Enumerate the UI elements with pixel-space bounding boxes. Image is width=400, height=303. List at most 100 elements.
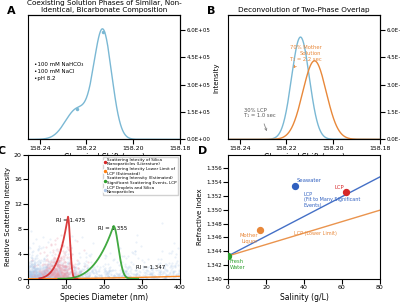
Point bbox=[160, 271, 166, 275]
Point bbox=[155, 275, 161, 279]
Point bbox=[45, 269, 51, 274]
Point bbox=[42, 275, 49, 280]
Point bbox=[32, 257, 38, 261]
Point bbox=[25, 270, 31, 275]
Point bbox=[29, 258, 35, 263]
Point bbox=[50, 270, 56, 275]
Point bbox=[75, 258, 81, 263]
Point bbox=[36, 272, 42, 277]
Point bbox=[33, 273, 39, 278]
Point bbox=[103, 268, 109, 273]
Point bbox=[104, 273, 111, 278]
Point bbox=[124, 275, 130, 280]
Point bbox=[45, 275, 52, 280]
Point bbox=[150, 275, 156, 280]
Point bbox=[32, 271, 38, 276]
Point bbox=[55, 255, 62, 259]
Point bbox=[176, 274, 182, 278]
Point bbox=[37, 267, 43, 271]
Point bbox=[36, 272, 42, 277]
Point bbox=[32, 269, 38, 274]
Text: •100 mM NaHCO₃
•100 mM NaCl
•pH 8.2: •100 mM NaHCO₃ •100 mM NaCl •pH 8.2 bbox=[34, 62, 84, 82]
Point bbox=[61, 263, 68, 268]
Point bbox=[48, 260, 54, 265]
Point bbox=[29, 271, 36, 276]
Point bbox=[26, 272, 32, 277]
Point bbox=[49, 266, 55, 271]
Point bbox=[60, 248, 66, 253]
Point bbox=[69, 265, 75, 269]
Point bbox=[144, 271, 150, 276]
Point bbox=[63, 274, 69, 279]
Point bbox=[33, 272, 39, 277]
Point bbox=[109, 276, 116, 281]
Point bbox=[79, 273, 85, 278]
Point bbox=[55, 273, 61, 278]
Point bbox=[34, 274, 40, 278]
Point bbox=[116, 274, 122, 279]
Point bbox=[56, 258, 63, 263]
Point bbox=[79, 275, 86, 280]
Point bbox=[58, 273, 64, 278]
Point bbox=[176, 271, 183, 276]
Point bbox=[124, 275, 130, 279]
Point bbox=[36, 246, 42, 251]
Point bbox=[26, 276, 32, 281]
Point bbox=[59, 270, 66, 275]
Point bbox=[38, 269, 44, 274]
Point bbox=[54, 267, 60, 271]
Point bbox=[159, 221, 165, 226]
Point bbox=[111, 272, 117, 277]
Point bbox=[37, 272, 44, 277]
Point bbox=[48, 268, 54, 273]
Point bbox=[43, 253, 50, 258]
Point bbox=[126, 273, 133, 278]
Point bbox=[154, 256, 161, 261]
Point bbox=[55, 272, 61, 277]
Point bbox=[62, 263, 68, 268]
Point bbox=[66, 248, 72, 252]
Point bbox=[27, 245, 34, 250]
Point bbox=[27, 271, 33, 276]
Point bbox=[60, 256, 66, 261]
Point bbox=[33, 271, 39, 275]
Point bbox=[56, 268, 63, 273]
Point bbox=[48, 275, 55, 279]
Point bbox=[38, 271, 44, 276]
Point bbox=[28, 273, 34, 278]
Point bbox=[34, 262, 41, 267]
Point bbox=[38, 258, 44, 262]
Point bbox=[55, 262, 62, 267]
Point bbox=[51, 269, 57, 274]
Point bbox=[50, 276, 57, 281]
Point bbox=[51, 261, 57, 266]
Point bbox=[46, 271, 52, 276]
Point bbox=[52, 271, 59, 275]
Point bbox=[111, 274, 118, 278]
Point bbox=[60, 267, 66, 272]
Point bbox=[46, 263, 52, 268]
Point bbox=[134, 233, 140, 238]
Point bbox=[40, 271, 47, 276]
Point bbox=[26, 268, 32, 273]
Point bbox=[62, 264, 69, 268]
Point bbox=[173, 276, 179, 281]
Point bbox=[63, 265, 69, 270]
Point bbox=[122, 271, 129, 276]
Point bbox=[77, 271, 83, 276]
Point bbox=[32, 269, 38, 274]
Point bbox=[61, 274, 67, 279]
Point bbox=[62, 252, 68, 257]
Point bbox=[51, 273, 58, 278]
Point bbox=[64, 263, 70, 268]
Point bbox=[117, 271, 123, 275]
Point bbox=[30, 270, 37, 275]
Point bbox=[28, 274, 35, 279]
Point bbox=[58, 267, 65, 271]
Point bbox=[90, 271, 96, 276]
Point bbox=[28, 272, 34, 277]
Point bbox=[25, 263, 32, 268]
Point bbox=[61, 271, 67, 276]
Point bbox=[25, 265, 32, 269]
Point bbox=[62, 275, 68, 280]
